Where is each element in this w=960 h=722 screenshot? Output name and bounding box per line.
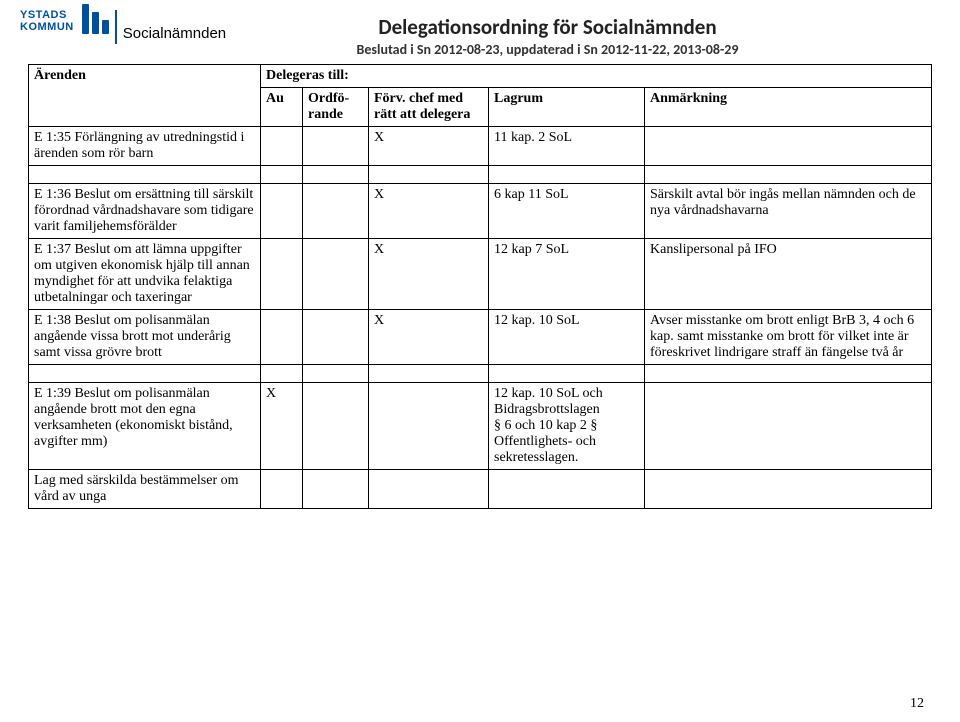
col-forvchef: Förv. chef med rätt att delegera (369, 88, 489, 127)
cell-desc: E 1:35 Förlängning av utredningstid i är… (29, 127, 261, 166)
cell-desc: E 1:37 Beslut om att lämna uppgifter om … (29, 239, 261, 310)
cell-ordf (303, 310, 369, 365)
col-anmarkning: Anmärkning (645, 88, 932, 127)
cell-anm: Särskilt avtal bör ingås mellan nämnden … (645, 184, 932, 239)
cell-au (261, 127, 303, 166)
cell-au: X (261, 383, 303, 470)
cell-anm: Avser misstanke om brott enligt BrB 3, 4… (645, 310, 932, 365)
cell-au (261, 184, 303, 239)
logo-line2: KOMMUN (20, 22, 74, 34)
col-arenden: Ärenden (29, 65, 261, 127)
cell-forv: X (369, 184, 489, 239)
cell-ordf (303, 383, 369, 470)
table-row: E 1:39 Beslut om polisanmälan angående b… (29, 383, 932, 470)
cell-au (261, 310, 303, 365)
municipality-logo: YSTADS KOMMUN Socialnämnden (20, 10, 226, 44)
col-lagrum: Lagrum (489, 88, 645, 127)
document-title: Delegationsordning för Socialnämnden (163, 14, 932, 40)
cell-anm (645, 383, 932, 470)
table-row: E 1:37 Beslut om att lämna uppgifter om … (29, 239, 932, 310)
cell-desc: E 1:39 Beslut om polisanmälan angående b… (29, 383, 261, 470)
cell-ordf (303, 127, 369, 166)
document-title-block: Delegationsordning för Socialnämnden Bes… (163, 14, 932, 58)
col-delegeras: Delegeras till: (261, 65, 932, 88)
cell-lagrum: 12 kap. 10 SoL och Bidragsbrottslagen § … (489, 383, 645, 470)
cell-au (261, 239, 303, 310)
col-au: Au (261, 88, 303, 127)
col-ordforande: Ordfö- rande (303, 88, 369, 127)
table-row: E 1:36 Beslut om ersättning till särskil… (29, 184, 932, 239)
table-row: E 1:38 Beslut om polisanmälan angående v… (29, 310, 932, 365)
cell-lagrum: 12 kap 7 SoL (489, 239, 645, 310)
logo-bars-icon (82, 4, 109, 34)
logo-department: Socialnämnden (123, 25, 226, 44)
cell-desc: E 1:36 Beslut om ersättning till särskil… (29, 184, 261, 239)
cell-forv: X (369, 127, 489, 166)
logo-separator (115, 10, 117, 44)
cell-forv: X (369, 310, 489, 365)
cell-forv (369, 383, 489, 470)
cell-desc: E 1:38 Beslut om polisanmälan angående v… (29, 310, 261, 365)
cell-forv: X (369, 239, 489, 310)
cell-lagrum: 11 kap. 2 SoL (489, 127, 645, 166)
delegation-table: Ärenden Delegeras till: Au Ordfö- rande … (28, 64, 932, 509)
cell-ordf (303, 184, 369, 239)
cell-lagrum: 12 kap. 10 SoL (489, 310, 645, 365)
logo-mark: YSTADS KOMMUN (20, 10, 74, 33)
logo-line1: YSTADS (20, 10, 74, 22)
spacer-row (29, 365, 932, 383)
cell-ordf (303, 239, 369, 310)
spacer-row (29, 166, 932, 184)
section-row: Lag med särskilda bestämmelser om vård a… (29, 470, 932, 509)
table-header-row: Ärenden Delegeras till: (29, 65, 932, 88)
document-subtitle: Beslutad i Sn 2012-08-23, uppdaterad i S… (163, 41, 932, 58)
page-number: 12 (910, 696, 924, 712)
cell-anm: Kanslipersonal på IFO (645, 239, 932, 310)
cell-anm (645, 127, 932, 166)
section-heading: Lag med särskilda bestämmelser om vård a… (29, 470, 261, 509)
cell-lagrum: 6 kap 11 SoL (489, 184, 645, 239)
table-row: E 1:35 Förlängning av utredningstid i är… (29, 127, 932, 166)
